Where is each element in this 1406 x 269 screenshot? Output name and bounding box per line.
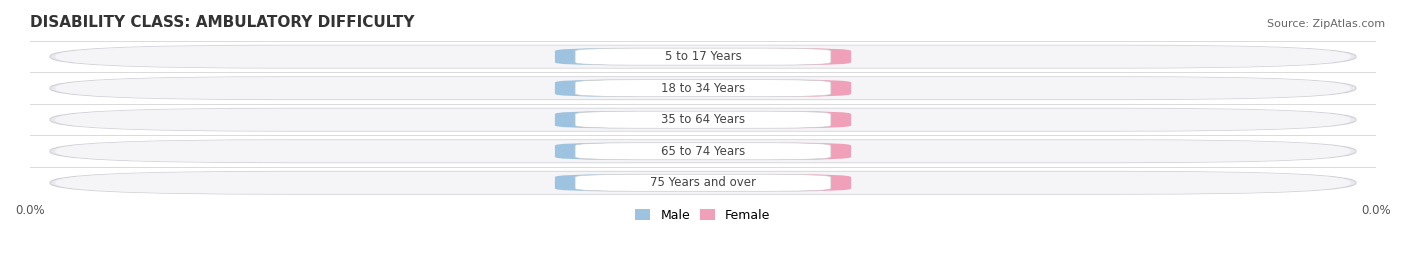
Text: 0.0%: 0.0%: [593, 115, 621, 125]
Text: Source: ZipAtlas.com: Source: ZipAtlas.com: [1267, 19, 1385, 29]
Text: 0.0%: 0.0%: [785, 146, 813, 156]
Text: 0.0%: 0.0%: [785, 115, 813, 125]
Text: 75 Years and over: 75 Years and over: [650, 176, 756, 189]
FancyBboxPatch shape: [575, 48, 831, 65]
Text: 0.0%: 0.0%: [593, 178, 621, 188]
FancyBboxPatch shape: [55, 140, 1351, 162]
FancyBboxPatch shape: [555, 143, 659, 160]
FancyBboxPatch shape: [747, 174, 851, 191]
Text: DISABILITY CLASS: AMBULATORY DIFFICULTY: DISABILITY CLASS: AMBULATORY DIFFICULTY: [30, 15, 415, 30]
FancyBboxPatch shape: [55, 77, 1351, 99]
FancyBboxPatch shape: [55, 172, 1351, 194]
FancyBboxPatch shape: [555, 174, 659, 191]
FancyBboxPatch shape: [747, 48, 851, 65]
FancyBboxPatch shape: [575, 143, 831, 160]
FancyBboxPatch shape: [51, 77, 1355, 100]
FancyBboxPatch shape: [51, 45, 1355, 68]
FancyBboxPatch shape: [555, 48, 659, 65]
FancyBboxPatch shape: [575, 174, 831, 191]
FancyBboxPatch shape: [747, 80, 851, 97]
FancyBboxPatch shape: [747, 111, 851, 128]
Text: 0.0%: 0.0%: [785, 83, 813, 93]
Text: 35 to 64 Years: 35 to 64 Years: [661, 113, 745, 126]
FancyBboxPatch shape: [51, 171, 1355, 194]
FancyBboxPatch shape: [51, 140, 1355, 162]
Text: 0.0%: 0.0%: [593, 83, 621, 93]
Text: 0.0%: 0.0%: [785, 52, 813, 62]
FancyBboxPatch shape: [55, 45, 1351, 68]
Text: 0.0%: 0.0%: [785, 178, 813, 188]
Text: 5 to 17 Years: 5 to 17 Years: [665, 50, 741, 63]
Text: 18 to 34 Years: 18 to 34 Years: [661, 82, 745, 95]
Text: 0.0%: 0.0%: [593, 52, 621, 62]
FancyBboxPatch shape: [575, 80, 831, 97]
Text: 0.0%: 0.0%: [593, 146, 621, 156]
FancyBboxPatch shape: [747, 143, 851, 160]
Text: 65 to 74 Years: 65 to 74 Years: [661, 145, 745, 158]
FancyBboxPatch shape: [575, 111, 831, 128]
Legend: Male, Female: Male, Female: [630, 204, 776, 227]
FancyBboxPatch shape: [55, 109, 1351, 131]
FancyBboxPatch shape: [51, 108, 1355, 131]
FancyBboxPatch shape: [555, 111, 659, 128]
FancyBboxPatch shape: [555, 80, 659, 97]
